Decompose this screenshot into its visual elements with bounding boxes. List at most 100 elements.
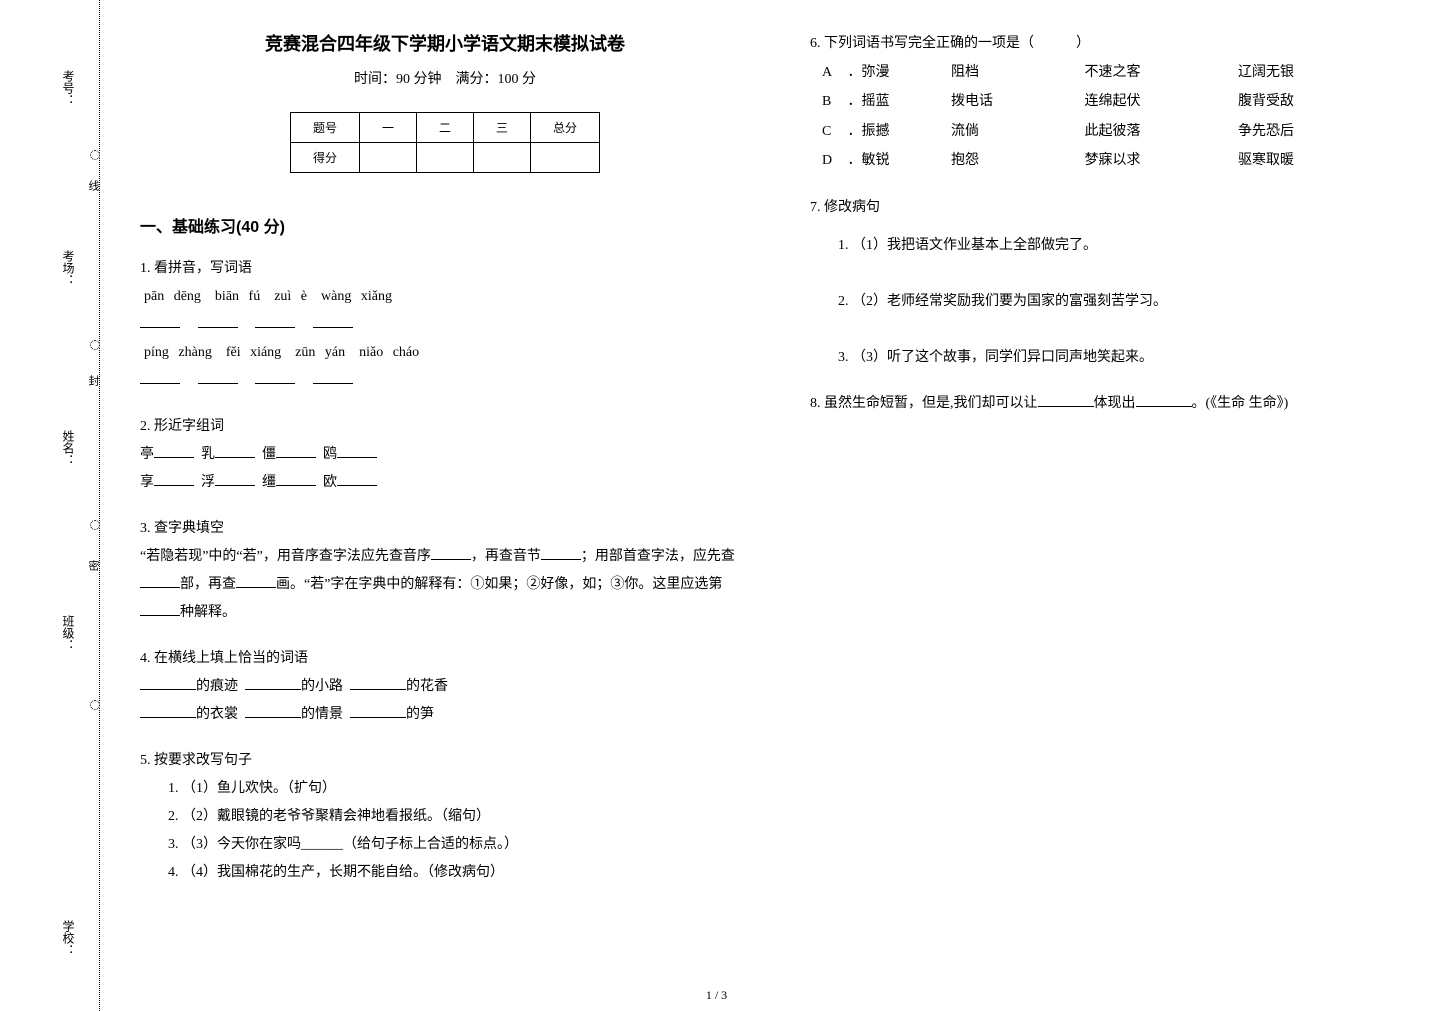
score-head-4: 总分 (531, 113, 600, 143)
q2-blank[interactable] (337, 444, 377, 458)
q5-item: （4）我国棉花的生产，长期不能自给。（修改病句） (182, 865, 504, 880)
q6-cell: ．弥漫 (848, 58, 948, 87)
q6-cell: ．敏锐 (848, 146, 948, 175)
q2-char: 享 (140, 475, 154, 490)
binding-label-examno: 考号： (60, 70, 77, 106)
q2-char: 亭 (140, 447, 154, 462)
q2-blank[interactable] (337, 472, 377, 486)
q1-blank[interactable] (255, 314, 295, 328)
q1-blank[interactable] (313, 370, 353, 384)
q6-stem: 6. 下列词语书写完全正确的一项是（ ） (810, 30, 1420, 58)
q4-blank[interactable] (350, 676, 406, 690)
question-1: 1. 看拼音，写词语 pān dēng biān fú zuì è wàng x… (140, 255, 750, 395)
q2-blank[interactable] (215, 444, 255, 458)
q2-blank[interactable] (154, 472, 194, 486)
question-3: 3. 查字典填空 “若隐若现”中的“若”，用音序查字法应先查音序，再查音节；用部… (140, 515, 750, 627)
q1-blank[interactable] (313, 314, 353, 328)
binding-label-room: 考场： (60, 250, 77, 286)
q1-blank[interactable] (255, 370, 295, 384)
binding-label-class: 班级： (60, 615, 77, 651)
q6-cell: 拨电话 (951, 87, 1081, 116)
q2-blank[interactable] (276, 444, 316, 458)
q6-cell: 辽阔无银 (1238, 58, 1338, 87)
q3-blank[interactable] (541, 546, 581, 560)
q6-cell: 梦寐以求 (1085, 146, 1235, 175)
q4-item: 的情景 (301, 707, 343, 722)
page-number: 1 / 3 (706, 988, 727, 1003)
q6-cell: 流倘 (951, 117, 1081, 146)
q3-blank[interactable] (236, 574, 276, 588)
q6-key: B (822, 87, 844, 116)
q1-blank[interactable] (140, 370, 180, 384)
q4-item: 的痕迹 (196, 679, 238, 694)
q2-blank[interactable] (215, 472, 255, 486)
score-cell[interactable] (474, 143, 531, 173)
score-cell[interactable] (359, 143, 416, 173)
q5-item: （3）今天你在家吗______（给句子标上合适的标点。） (182, 837, 518, 852)
q4-stem: 4. 在横线上填上恰当的词语 (140, 645, 750, 673)
binding-gutter: 考号： 线 考场： 封 姓名： 密 班级： 学校： (40, 0, 100, 1011)
gutter-circle (90, 700, 100, 710)
q4-blank[interactable] (140, 704, 196, 718)
gutter-seal-text: 封 (85, 375, 101, 390)
q2-char: 鸥 (323, 447, 337, 462)
q8-mid: 体现出 (1094, 396, 1136, 411)
question-2: 2. 形近字组词 亭 乳 僵 鸥 享 浮 缰 欧 (140, 413, 750, 497)
q3-stem: 3. 查字典填空 (140, 515, 750, 543)
q3-blank[interactable] (140, 602, 180, 616)
question-7: 7. 修改病句 1. （1）我把语文作业基本上全部做完了。 2. （2）老师经常… (810, 194, 1420, 372)
gutter-circle (90, 150, 100, 160)
q8-blank[interactable] (1038, 393, 1094, 407)
page-body: 竞赛混合四年级下学期小学语文期末模拟试卷 时间：90 分钟 满分：100 分 题… (140, 30, 1420, 980)
q7-item: （1）我把语文作业基本上全部做完了。 (852, 238, 1097, 253)
q5-item: （2）戴眼镜的老爷爷聚精会神地看报纸。（缩句） (182, 809, 490, 824)
q2-stem: 2. 形近字组词 (140, 413, 750, 441)
q3-text: 部，再查 (180, 577, 236, 592)
q3-text: ；用部首查字法，应先查 (581, 549, 735, 564)
q2-char: 浮 (201, 475, 215, 490)
q4-blank[interactable] (350, 704, 406, 718)
q4-blank[interactable] (245, 704, 301, 718)
gutter-circle (90, 520, 100, 530)
question-6: 6. 下列词语书写完全正确的一项是（ ） A ．弥漫 阻档 不速之客 辽阔无银 … (810, 30, 1420, 176)
q4-item: 的花香 (406, 679, 448, 694)
gutter-mi-text: 密 (85, 560, 101, 575)
q8-blank[interactable] (1136, 393, 1192, 407)
question-8: 8. 虽然生命短暂，但是,我们却可以让体现出。(《生命 生命》) (810, 390, 1420, 418)
score-row-label: 得分 (290, 143, 359, 173)
score-head-2: 二 (416, 113, 473, 143)
q6-cell: 腹背受敌 (1238, 87, 1338, 116)
q3-text: 画。“若”字在字典中的解释有：①如果；②好像，如；③你。这里应选第 (276, 577, 722, 592)
q3-text: “若隐若现”中的“若”，用音序查字法应先查音序 (140, 549, 431, 564)
q2-blank[interactable] (276, 472, 316, 486)
score-cell[interactable] (416, 143, 473, 173)
binding-label-name: 姓名： (60, 430, 77, 466)
q6-cell: 连绵起伏 (1085, 87, 1235, 116)
q6-cell: 抱怨 (951, 146, 1081, 175)
binding-label-school: 学校： (60, 920, 77, 956)
q4-item: 的小路 (301, 679, 343, 694)
q4-blank[interactable] (140, 676, 196, 690)
score-cell[interactable] (531, 143, 600, 173)
q4-item: 的衣裳 (196, 707, 238, 722)
q6-key: A (822, 58, 844, 87)
q1-blank[interactable] (140, 314, 180, 328)
q3-blank[interactable] (140, 574, 180, 588)
question-4: 4. 在横线上填上恰当的词语 的痕迹 的小路 的花香 的衣裳 的情景 的笋 (140, 645, 750, 729)
q1-blank[interactable] (198, 314, 238, 328)
q7-stem: 7. 修改病句 (810, 194, 1420, 222)
q2-char: 缰 (262, 475, 276, 490)
q3-blank[interactable] (431, 546, 471, 560)
q8-post: 。(《生命 生命》) (1192, 396, 1289, 411)
score-table: 题号 一 二 三 总分 得分 (290, 112, 600, 173)
q2-blank[interactable] (154, 444, 194, 458)
q6-key: C (822, 117, 844, 146)
q6-cell: 驱寒取暖 (1238, 146, 1338, 175)
q1-blank[interactable] (198, 370, 238, 384)
q2-char: 欧 (323, 475, 337, 490)
gutter-line-text: 线 (85, 180, 101, 195)
q6-cell: 争先恐后 (1238, 117, 1338, 146)
q1-pinyin-row1: pān dēng biān fú zuì è wàng xiǎng (144, 283, 750, 311)
q4-blank[interactable] (245, 676, 301, 690)
q7-item: （3）听了这个故事，同学们异口同声地笑起来。 (852, 350, 1153, 365)
